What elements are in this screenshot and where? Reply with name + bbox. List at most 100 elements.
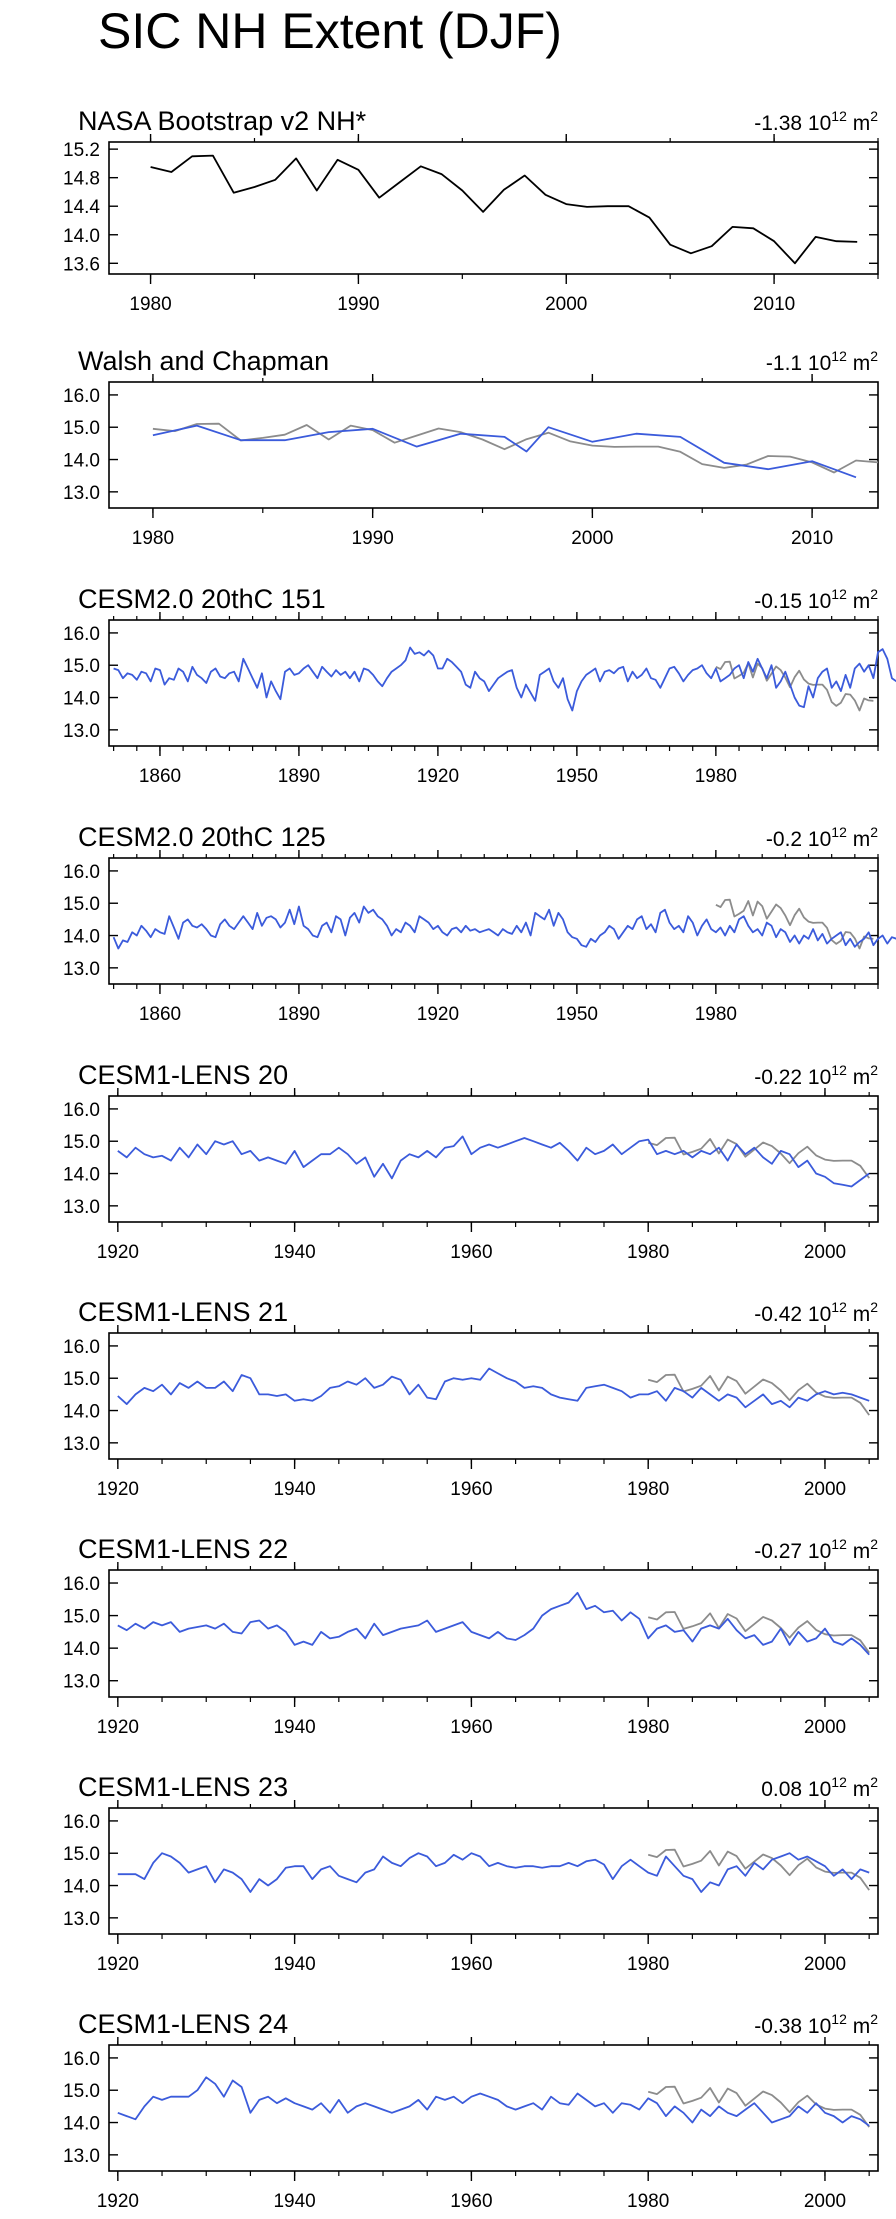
x-tick-label: 1960	[450, 2191, 492, 2212]
x-tick-label: 2010	[791, 528, 833, 549]
trend-unit: m	[847, 828, 870, 851]
y-tick-label: 16.0	[63, 1812, 100, 1833]
series-line-nasa-bootstrap	[647, 1373, 870, 1416]
x-tick-label: 1960	[450, 1717, 492, 1738]
y-tick-label: 14.0	[63, 927, 100, 948]
trend-exponent: 12	[831, 1062, 847, 1078]
trend-label: -0.27 1012 m2	[754, 1536, 878, 1563]
trend-exponent: 12	[831, 586, 847, 602]
trend-label: -0.15 1012 m2	[754, 586, 878, 613]
y-tick-label: 16.0	[63, 862, 100, 883]
plot-frame	[108, 2044, 879, 2172]
y-tick-label: 13.0	[63, 959, 100, 980]
x-tick-label: 1980	[627, 1954, 669, 1975]
series-line-nasa-bootstrap	[647, 1848, 870, 1891]
y-tick-label: 13.0	[63, 483, 100, 504]
y-tick-label: 13.0	[63, 1197, 100, 1218]
series-line-cesm2-0-member	[112, 905, 896, 950]
x-tick-label: 1950	[556, 766, 598, 787]
trend-value: -0.22 10	[754, 1066, 831, 1089]
x-tick-label: 1980	[129, 294, 171, 315]
y-tick-label: 13.0	[63, 2146, 100, 2167]
plot-frame	[108, 381, 879, 509]
series-line-nasa-bootstrap	[152, 422, 879, 474]
x-tick-label: 1960	[450, 1479, 492, 1500]
series-line-cesm2-0-member	[113, 646, 896, 712]
trend-unit: m	[847, 1778, 870, 1801]
x-tick-label: 1990	[352, 528, 394, 549]
x-tick-label: 1940	[273, 1242, 315, 1263]
trend-exponent: 12	[831, 2011, 847, 2027]
series-line-walsh-and-chapman	[152, 424, 857, 479]
panel-title: CESM1-LENS 22	[78, 1534, 288, 1564]
panel-title: CESM1-LENS 24	[78, 2009, 288, 2039]
y-tick-label: 15.0	[63, 656, 100, 677]
panel-title: Walsh and Chapman	[78, 346, 329, 376]
x-tick-label: 1980	[695, 766, 737, 787]
panel-3: CESM2.0 20thC 151 -0.15 1012 m2 16.0 15.0 14…	[63, 584, 896, 787]
y-tick-label: 14.0	[63, 451, 100, 472]
x-tick-label: 1980	[627, 1479, 669, 1500]
trend-label: -0.2 1012 m2	[766, 824, 878, 851]
y-tick-label: 13.0	[63, 1909, 100, 1930]
y-tick-label: 16.0	[63, 386, 100, 407]
x-tick-label: 2010	[753, 294, 795, 315]
x-tick-label: 1960	[450, 1242, 492, 1263]
y-tick-label: 13.0	[63, 1434, 100, 1455]
x-tick-label: 1860	[139, 1004, 181, 1025]
trend-exponent: 12	[831, 1536, 847, 1552]
y-tick-label: 14.8	[63, 169, 100, 190]
y-tick-label: 16.0	[63, 1574, 100, 1595]
trend-exponent: 12	[831, 1774, 847, 1790]
x-tick-label: 1860	[139, 766, 181, 787]
trend-unit: m	[847, 352, 870, 375]
series-line-nasa-bootstrap	[647, 1611, 870, 1654]
y-tick-label: 14.0	[63, 2114, 100, 2135]
figure-title: SIC NH Extent (DJF)	[98, 3, 562, 59]
trend-value: -1.1 10	[766, 352, 831, 375]
panel-title: CESM2.0 20thC 151	[78, 584, 326, 614]
trend-unit-exponent: 2	[870, 1774, 878, 1790]
series-line-cesm1-lens-member	[117, 1591, 870, 1656]
y-tick-label: 15.0	[63, 894, 100, 915]
panel-title: CESM1-LENS 21	[78, 1297, 288, 1327]
y-tick-label: 13.0	[63, 1672, 100, 1693]
x-tick-label: 2000	[804, 2191, 846, 2212]
trend-unit: m	[847, 112, 870, 135]
y-tick-label: 14.0	[63, 1639, 100, 1660]
series-line-nasa-bootstrap	[715, 898, 874, 950]
trend-exponent: 12	[831, 348, 847, 364]
trend-label: -0.42 1012 m2	[754, 1299, 878, 1326]
y-tick-label: 14.0	[63, 226, 100, 247]
trend-unit-exponent: 2	[870, 586, 878, 602]
x-tick-label: 1920	[97, 1242, 139, 1263]
trend-unit: m	[847, 1540, 870, 1563]
plot-frame	[108, 1569, 879, 1698]
plot-frame	[108, 1332, 879, 1460]
panel-1: NASA Bootstrap v2 NH* -1.38 1012 m2 15.2 14…	[63, 106, 879, 315]
y-tick-label: 16.0	[63, 1337, 100, 1358]
x-tick-label: 1980	[627, 1717, 669, 1738]
x-tick-label: 2000	[571, 528, 613, 549]
trend-label: -0.22 1012 m2	[754, 1062, 878, 1089]
y-tick-label: 16.0	[63, 624, 100, 645]
x-tick-label: 2000	[804, 1479, 846, 1500]
series-line-cesm1-lens-member	[117, 2076, 870, 2127]
y-tick-label: 15.0	[63, 1844, 100, 1865]
trend-unit: m	[847, 1303, 870, 1326]
x-tick-label: 1980	[695, 1004, 737, 1025]
x-tick-label: 1980	[627, 2191, 669, 2212]
trend-unit-exponent: 2	[870, 824, 878, 840]
y-tick-label: 14.0	[63, 1402, 100, 1423]
series-line-cesm1-lens-member	[117, 1852, 870, 1893]
panel-title: CESM1-LENS 20	[78, 1060, 288, 1090]
trend-unit-exponent: 2	[870, 2011, 878, 2027]
panel-2: Walsh and Chapman -1.1 1012 m2 16.0 15.0 14.…	[63, 346, 879, 549]
panel-4: CESM2.0 20thC 125 -0.2 1012 m2 16.0 15.0 14.…	[63, 822, 896, 1025]
y-tick-label: 15.0	[63, 2081, 100, 2102]
x-tick-label: 1940	[273, 1717, 315, 1738]
plot-frame	[108, 1095, 879, 1223]
x-tick-label: 1920	[417, 766, 459, 787]
trend-value: -0.2 10	[766, 828, 831, 851]
trend-value: -0.38 10	[754, 2015, 831, 2038]
